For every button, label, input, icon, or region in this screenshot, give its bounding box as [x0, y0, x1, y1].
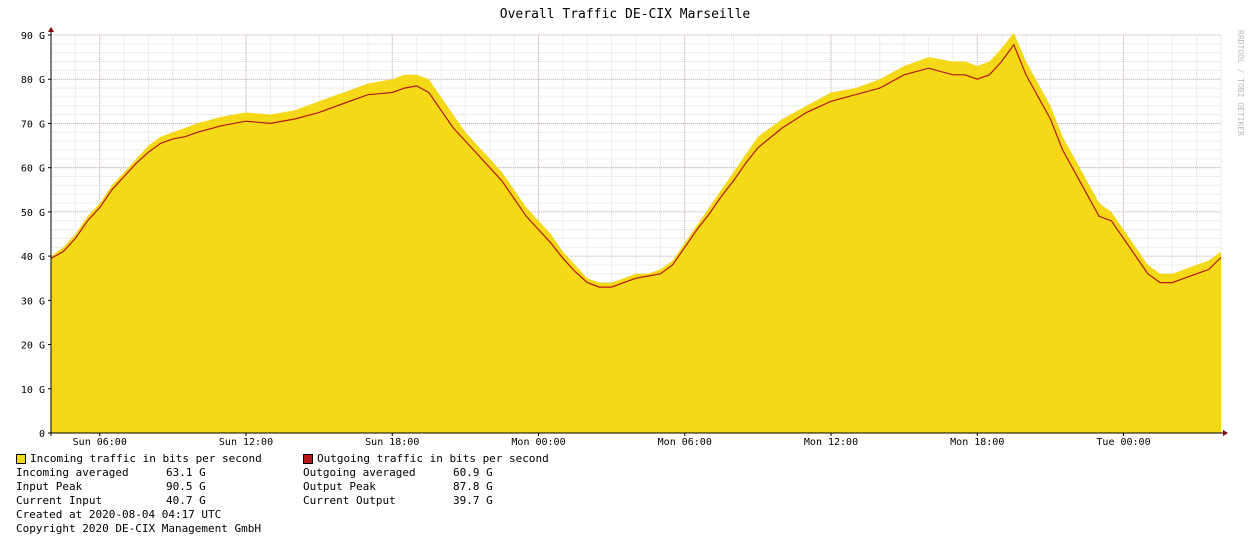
- outgoing-stat-value: 60.9 G: [453, 466, 493, 479]
- legend-header: Incoming traffic in bits per second Outg…: [16, 452, 549, 466]
- incoming-stat-label: Current Input: [16, 494, 103, 507]
- incoming-stat-value: 40.7 G: [166, 494, 206, 507]
- x-tick-label: Sun 18:00: [365, 437, 419, 448]
- y-tick-label: 80 G: [21, 75, 45, 86]
- y-tick-label: 20 G: [21, 341, 45, 352]
- y-tick-label: 50 G: [21, 208, 45, 219]
- x-tick-label: Mon 00:00: [511, 437, 565, 448]
- incoming-stat-label: Input Peak: [16, 480, 83, 493]
- incoming-traffic-area: [51, 32, 1221, 434]
- x-tick-label: Mon 12:00: [804, 437, 858, 448]
- outgoing-stat-value: 87.8 G: [453, 480, 493, 493]
- y-axis-labels: 0 10 G 20 G 30 G 40 G 50 G 60 G 70 G 80 G 90 G: [21, 31, 51, 440]
- outgoing-stat-label: Output Peak: [303, 480, 376, 493]
- stats-row: Incoming averaged 63.1 G Outgoing averaged…: [16, 466, 549, 480]
- outgoing-swatch: [303, 454, 313, 464]
- legend: Incoming traffic in bits per second Outg…: [16, 452, 549, 508]
- outgoing-stat-value: 39.7 G: [453, 494, 493, 507]
- outgoing-traffic-line: [50, 43, 1222, 288]
- incoming-stat-value: 63.1 G: [166, 466, 206, 479]
- incoming-legend-label: Incoming traffic in bits per second: [30, 452, 262, 465]
- stats-row: Input Peak 90.5 G Output Peak 87.8 G: [16, 480, 549, 494]
- x-tick-label: Sun 12:00: [219, 437, 273, 448]
- incoming-swatch: [16, 454, 26, 464]
- traffic-chart: Overall Traffic DE-CIX Marseille RRDTOOL…: [21, 7, 1245, 448]
- y-tick-label: 0: [39, 429, 45, 440]
- x-tick-label: Sun 06:00: [73, 437, 127, 448]
- copyright-text: Copyright 2020 DE-CIX Management GmbH: [16, 522, 262, 535]
- y-tick-label: 30 G: [21, 296, 45, 307]
- incoming-stat-label: Incoming averaged: [16, 466, 129, 479]
- y-tick-label: 40 G: [21, 252, 45, 263]
- plot-area: [50, 32, 1222, 434]
- x-axis-labels: Sun 06:00 Sun 12:00 Sun 18:00 Mon 00:00 Mon …: [73, 433, 1151, 448]
- stats-table: Incoming averaged 63.1 G Outgoing averaged…: [16, 466, 549, 508]
- x-tick-label: Mon 18:00: [950, 437, 1004, 448]
- chart-title: Overall Traffic DE-CIX Marseille: [500, 7, 751, 22]
- outgoing-stat-label: Outgoing averaged: [303, 466, 416, 479]
- x-tick-label: Tue 00:00: [1096, 437, 1150, 448]
- axes: [48, 27, 1228, 436]
- outgoing-legend-label: Outgoing traffic in bits per second: [317, 452, 549, 465]
- y-tick-label: 70 G: [21, 119, 45, 130]
- y-axis-arrow: [48, 27, 54, 32]
- incoming-stat-value: 90.5 G: [166, 480, 206, 493]
- x-axis-arrow: [1223, 430, 1228, 436]
- stats-row: Current Input 40.7 G Current Output 39.7 G: [16, 494, 549, 508]
- y-tick-label: 10 G: [21, 385, 45, 396]
- y-tick-label: 60 G: [21, 164, 45, 175]
- created-text: Created at 2020-08-04 04:17 UTC: [16, 508, 222, 521]
- watermark-text: RRDTOOL / TOBI OETIKER: [1236, 30, 1245, 136]
- x-tick-label: Mon 06:00: [658, 437, 712, 448]
- outgoing-stat-label: Current Output: [303, 494, 396, 507]
- y-tick-label: 90 G: [21, 31, 45, 42]
